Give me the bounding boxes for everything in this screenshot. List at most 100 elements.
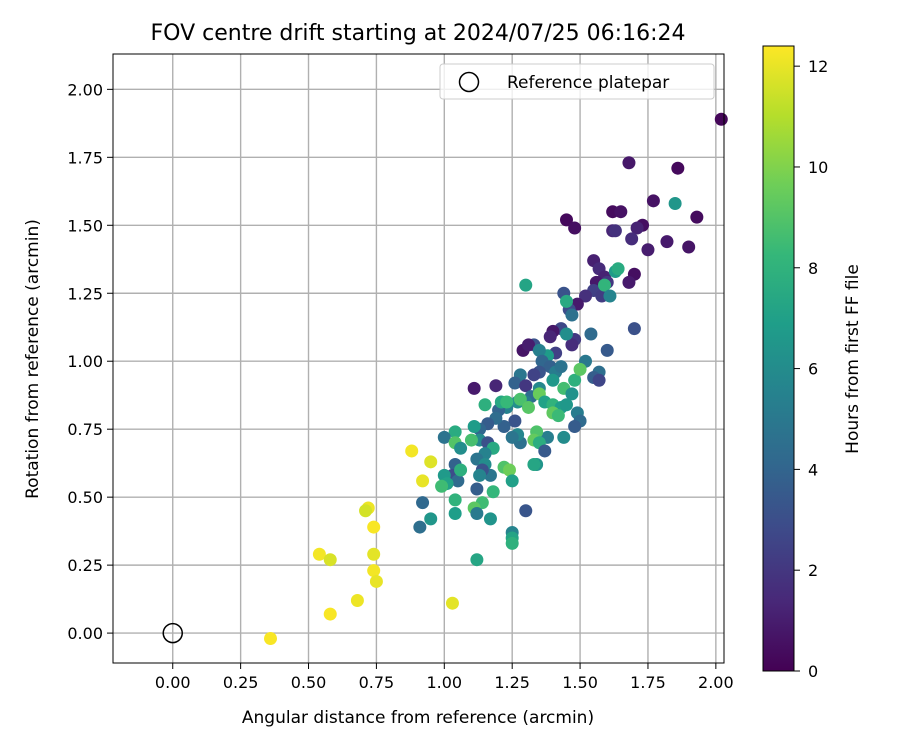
data-point (312, 547, 326, 561)
data-point (413, 520, 427, 534)
data-point (435, 479, 449, 493)
data-point (369, 574, 383, 588)
y-tick-label: 2.00 (67, 80, 103, 99)
colorbar-tick-label: 6 (808, 360, 818, 379)
data-point (559, 294, 573, 308)
data-point (551, 409, 565, 423)
data-point (668, 197, 682, 211)
chart-title: FOV centre drift starting at 2024/07/25 … (151, 21, 686, 46)
data-point (505, 536, 519, 550)
y-tick-label: 0.75 (67, 420, 103, 439)
colorbar-tick-label: 10 (808, 158, 828, 177)
y-tick-label: 0.25 (67, 556, 103, 575)
data-point (405, 444, 419, 458)
data-point (437, 430, 451, 444)
data-point (367, 564, 381, 578)
data-point (682, 240, 696, 254)
y-tick-label: 1.25 (67, 284, 103, 303)
data-point (467, 381, 481, 395)
y-tick-label: 0.50 (67, 488, 103, 507)
data-point (445, 596, 459, 610)
y-tick-label: 0.00 (67, 624, 103, 643)
colorbar-tick-label: 4 (808, 460, 818, 479)
data-point (538, 444, 552, 458)
colorbar-gradient (762, 45, 795, 672)
data-point (543, 330, 557, 344)
data-point (521, 338, 535, 352)
y-axis-label: Rotation from reference (arcmin) (23, 219, 43, 499)
colorbar-ticks: 0 2 4 6 8 10 12 (794, 57, 828, 681)
data-point (611, 262, 625, 276)
data-point (519, 379, 533, 393)
data-point (464, 433, 478, 447)
data-point (424, 512, 438, 526)
data-point (513, 392, 527, 406)
data-point (584, 327, 598, 341)
data-point (451, 474, 465, 488)
data-point (500, 395, 514, 409)
data-point (557, 430, 571, 444)
data-point (508, 376, 522, 390)
data-point (614, 205, 628, 219)
grid-lines (113, 54, 724, 663)
x-tick-label: 0.00 (155, 673, 191, 692)
data-point (470, 506, 484, 520)
data-point (554, 360, 568, 374)
data-point (690, 210, 704, 224)
colorbar-tick-label: 12 (808, 57, 828, 76)
data-point (630, 221, 644, 235)
data-point (660, 235, 674, 249)
data-point (470, 553, 484, 567)
data-point (565, 338, 579, 352)
data-point (508, 414, 522, 428)
data-point (527, 368, 541, 382)
y-axis-ticks: 0.00 0.25 0.50 0.75 1.00 1.25 1.50 1.75 2.00 (67, 80, 113, 643)
data-point (454, 463, 468, 477)
data-point (323, 553, 337, 567)
data-point (625, 232, 639, 246)
y-tick-label: 1.00 (67, 352, 103, 371)
data-point (478, 398, 492, 412)
data-point (527, 458, 541, 472)
data-point (568, 373, 582, 387)
data-point (505, 430, 519, 444)
data-point (546, 373, 560, 387)
data-point (473, 468, 487, 482)
data-point (521, 400, 535, 414)
data-point (559, 398, 573, 412)
data-point (505, 474, 519, 488)
data-point (565, 387, 579, 401)
data-point (323, 607, 337, 621)
data-point (448, 425, 462, 439)
data-point (568, 221, 582, 235)
data-point (519, 504, 533, 518)
data-point (489, 379, 503, 393)
data-point (646, 194, 660, 208)
data-point (714, 112, 728, 126)
data-point (641, 243, 655, 257)
data-point (519, 278, 533, 292)
data-point (497, 419, 511, 433)
data-point (502, 463, 516, 477)
x-tick-label: 2.00 (698, 673, 734, 692)
data-point (600, 343, 614, 357)
data-point (359, 504, 373, 518)
data-point (470, 482, 484, 496)
data-point (367, 520, 381, 534)
data-point (573, 362, 587, 376)
data-point (448, 506, 462, 520)
data-point (467, 419, 481, 433)
colorbar-tick-label: 0 (808, 662, 818, 681)
data-point (424, 455, 438, 469)
y-tick-label: 1.50 (67, 216, 103, 235)
scatter-points (264, 112, 728, 646)
x-tick-label: 0.50 (291, 673, 327, 692)
legend-marker-icon (458, 71, 480, 93)
data-point (454, 441, 468, 455)
data-point (671, 161, 685, 175)
data-point (579, 289, 593, 303)
x-tick-label: 1.50 (562, 673, 598, 692)
data-point (559, 327, 573, 341)
colorbar-label: Hours from first FF file (843, 264, 863, 454)
